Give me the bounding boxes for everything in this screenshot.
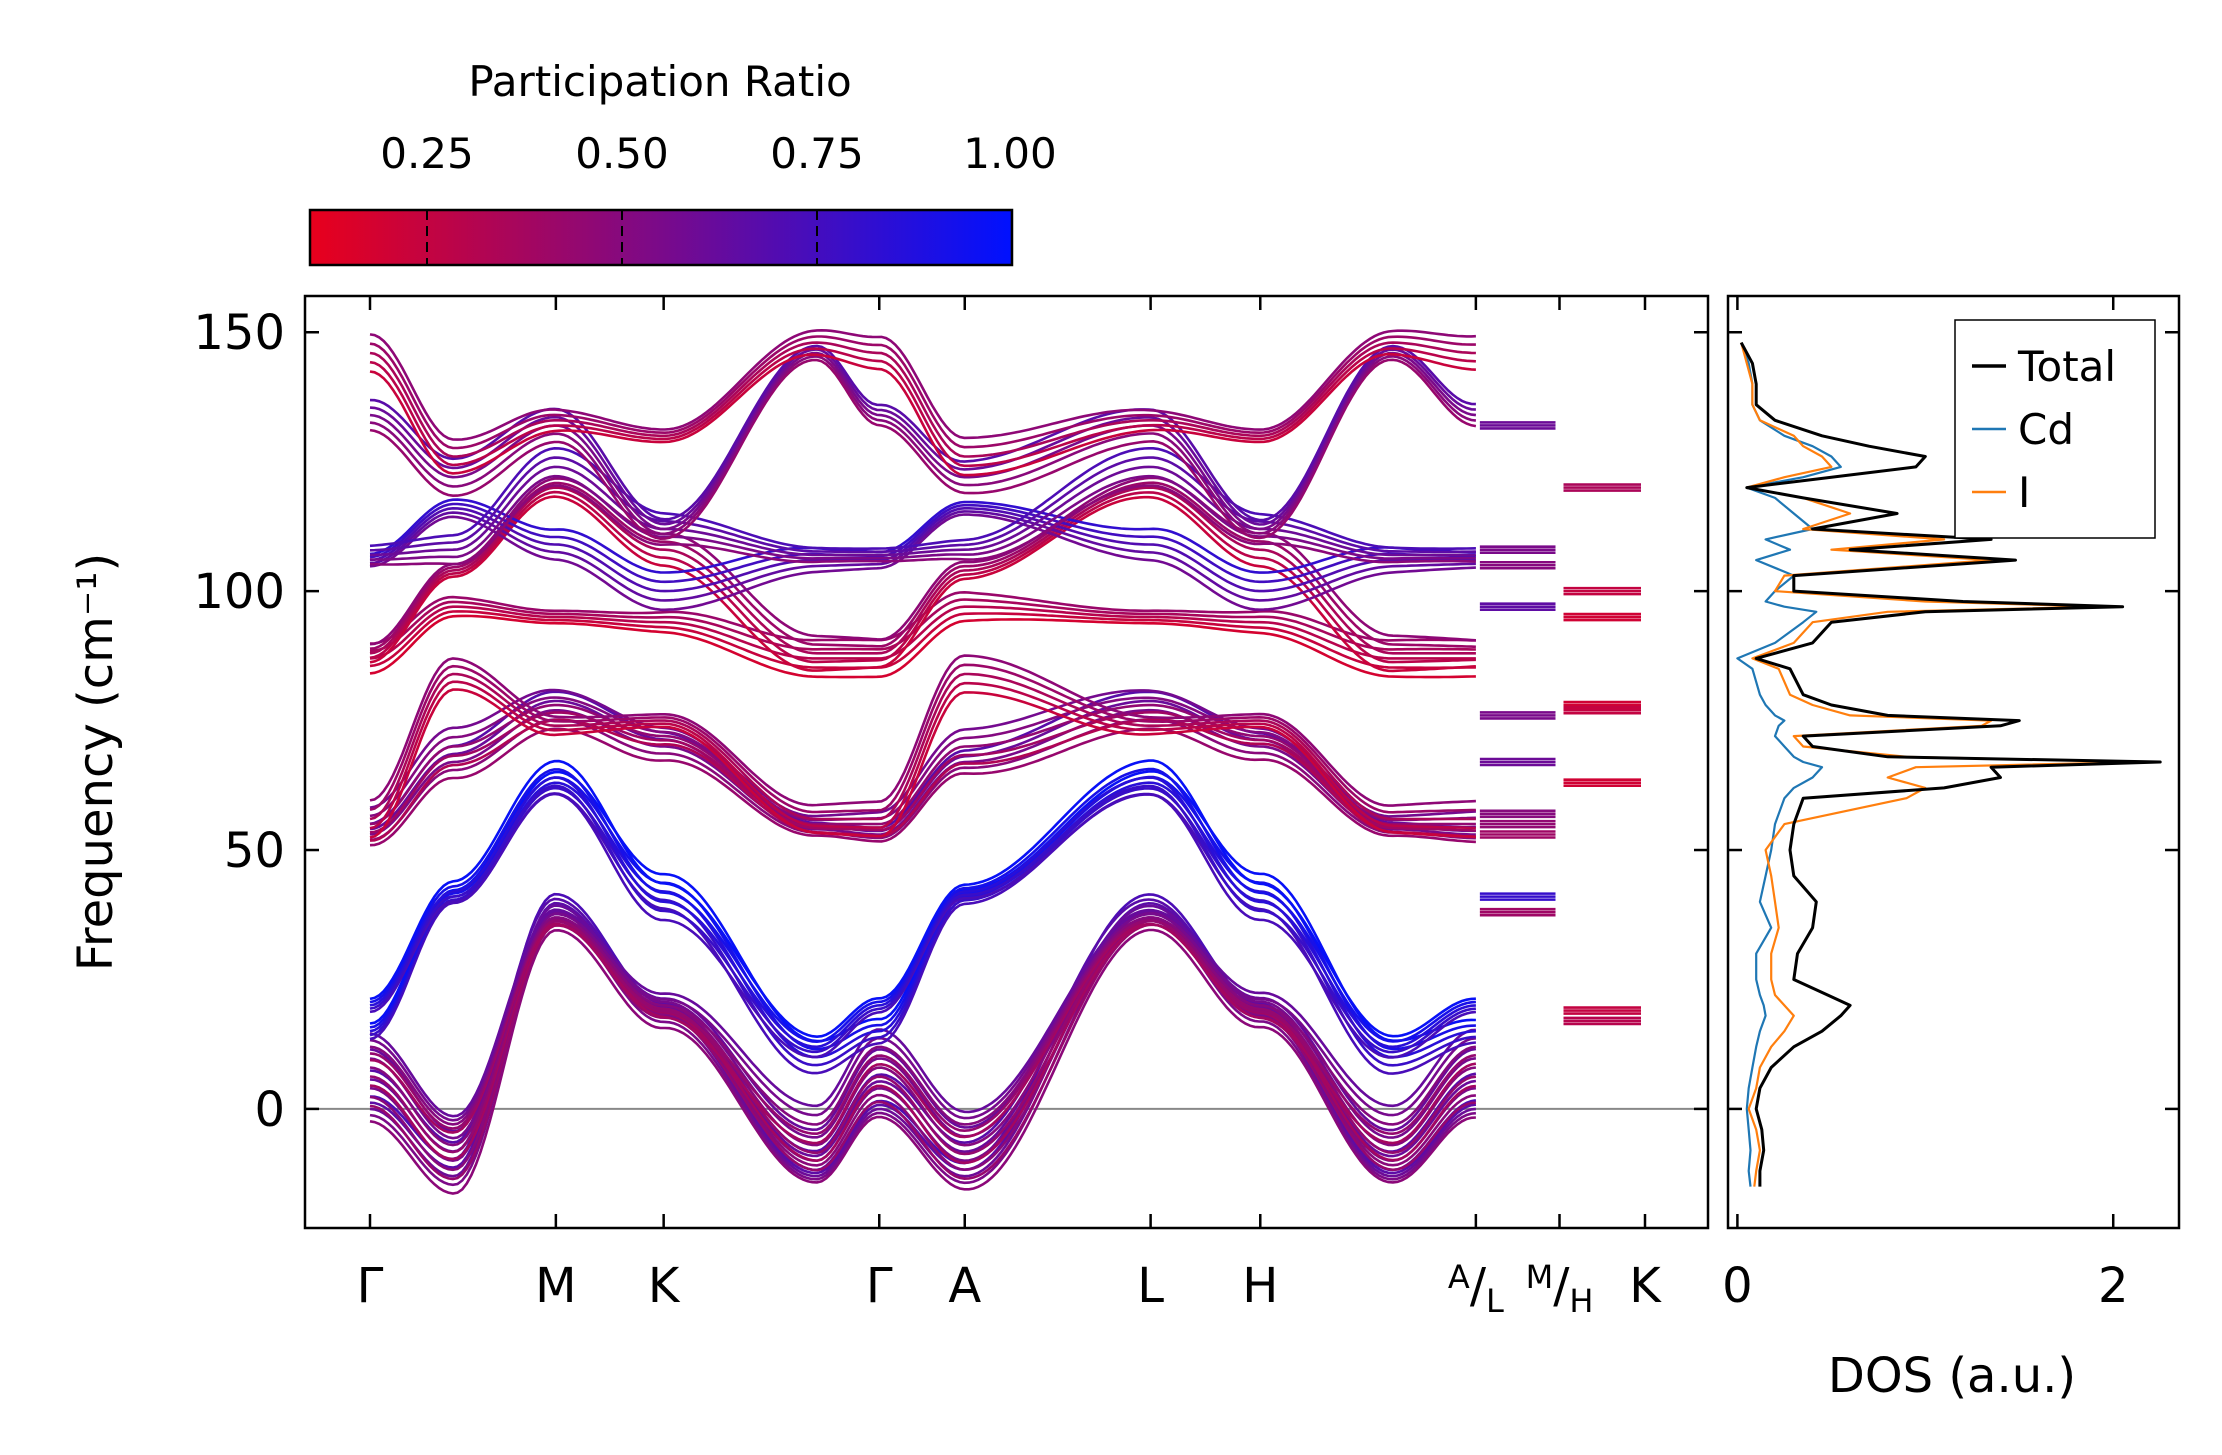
phonon-branch: [369, 498, 1476, 574]
dos-frame: [1726, 294, 2181, 1230]
phonon-branch: [369, 919, 1477, 1136]
y-tick-label: 100: [193, 564, 285, 620]
colorbar-title: Participation Ratio: [468, 57, 851, 106]
legend: Total Cd I: [1954, 319, 2156, 539]
phonon-branch: [369, 474, 1476, 561]
phonon-branch: [369, 513, 1476, 612]
k-tick-label: L: [1137, 1258, 1164, 1314]
phonon-branch: [369, 347, 1476, 468]
phonon-branch: [369, 767, 1476, 1044]
phonon-branch: [369, 484, 1476, 566]
phonon-branch: [369, 510, 1476, 602]
phonon-branch: [369, 446, 1476, 550]
phonon-branch: [369, 696, 1476, 822]
phonon-branch: [369, 506, 1476, 593]
phonon-branch: [369, 909, 1476, 1118]
phonon-branch: [369, 784, 1477, 1054]
k-tick-label: K: [648, 1258, 681, 1314]
phonon-branch: [369, 922, 1477, 1145]
phonon-branch: [369, 703, 1476, 826]
colorbar: Participation Ratio 0.25 0.50 0.75 1.00: [308, 57, 1057, 267]
k-tick-label: A/L: [1448, 1258, 1504, 1320]
colorbar-tick-label: 0.75: [770, 129, 864, 178]
phonon-branch: [369, 776, 1476, 1049]
phonon-branch: [369, 358, 1477, 541]
y-tick-label: 0: [254, 1082, 285, 1138]
y-tick-label: 150: [193, 305, 285, 361]
dispersion-frame: [303, 294, 1710, 1230]
phonon-branch: [369, 605, 1476, 660]
phonon-branch: [369, 680, 1476, 830]
colorbar-gradient: [308, 208, 1014, 267]
colorbar-tick-label: 1.00: [963, 129, 1057, 178]
phonon-branch: [369, 710, 1476, 834]
phonon-branch: [369, 614, 1476, 679]
phonon-branch: [369, 759, 1476, 1039]
phonon-branch: [369, 456, 1476, 554]
phonon-branch: [369, 481, 1476, 650]
phonon-branch: [369, 486, 1476, 655]
phonon-branch: [369, 688, 1476, 839]
phonon-branch: [369, 341, 1476, 458]
legend-label: Total: [2017, 342, 2116, 391]
y-axis-title: Frequency (cm⁻¹): [68, 553, 124, 971]
k-tick-label: Γ: [357, 1258, 384, 1314]
phonon-branch: [369, 923, 1477, 1165]
dispersion-plot-area: [305, 328, 1708, 1195]
dos-x-tick-label: 2: [2098, 1258, 2129, 1314]
legend-label: Cd: [2018, 405, 2074, 454]
phonon-branch: [369, 916, 1477, 1126]
colorbar-ticks: 0.25 0.50 0.75 1.00: [380, 129, 1057, 265]
dos-series-cd: [1736, 342, 1842, 1187]
legend-label: I: [2018, 468, 2030, 517]
phonon-branch: [369, 654, 1476, 807]
phonon-branch: [369, 490, 1476, 664]
phonon-branch: [369, 727, 1476, 847]
phonon-branch: [369, 335, 1476, 450]
legend-box: [1954, 319, 2156, 539]
phonon-branch: [369, 672, 1476, 821]
phonon-branch: [369, 348, 1476, 526]
phonon-branch: [369, 355, 1477, 536]
dos-series-total: [1739, 341, 2162, 1187]
phonon-branch: [369, 352, 1476, 477]
phonon-branch: [369, 912, 1477, 1122]
k-tick-label: M/H: [1526, 1258, 1594, 1320]
y-tick-label: 50: [224, 823, 285, 879]
phonon-branch: [370, 465, 1476, 557]
phonon-branch: [369, 502, 1476, 584]
dos-x-tick-label: 0: [1722, 1258, 1753, 1314]
phonon-branch: [369, 328, 1476, 441]
phonon-branch: [369, 610, 1476, 670]
colorbar-tick-label: 0.50: [575, 129, 669, 178]
k-tick-label: H: [1242, 1258, 1278, 1314]
phonon-branch: [369, 495, 1476, 673]
colorbar-tick-label: 0.25: [380, 129, 474, 178]
k-tick-label: Γ: [866, 1258, 893, 1314]
k-tick-label: M: [535, 1258, 576, 1314]
dos-plot-area: [1736, 341, 2162, 1187]
k-tick-label: A: [948, 1258, 981, 1314]
x-axis-title-dos: DOS (a.u.): [1828, 1348, 2076, 1404]
phonon-branch: [369, 775, 1476, 1051]
k-tick-label: K: [1629, 1258, 1662, 1314]
phonon-branch: [369, 663, 1476, 814]
phonon-branch: [369, 792, 1477, 1059]
phonon-branch: [369, 928, 1476, 1195]
phonon-branch: [369, 769, 1476, 1043]
